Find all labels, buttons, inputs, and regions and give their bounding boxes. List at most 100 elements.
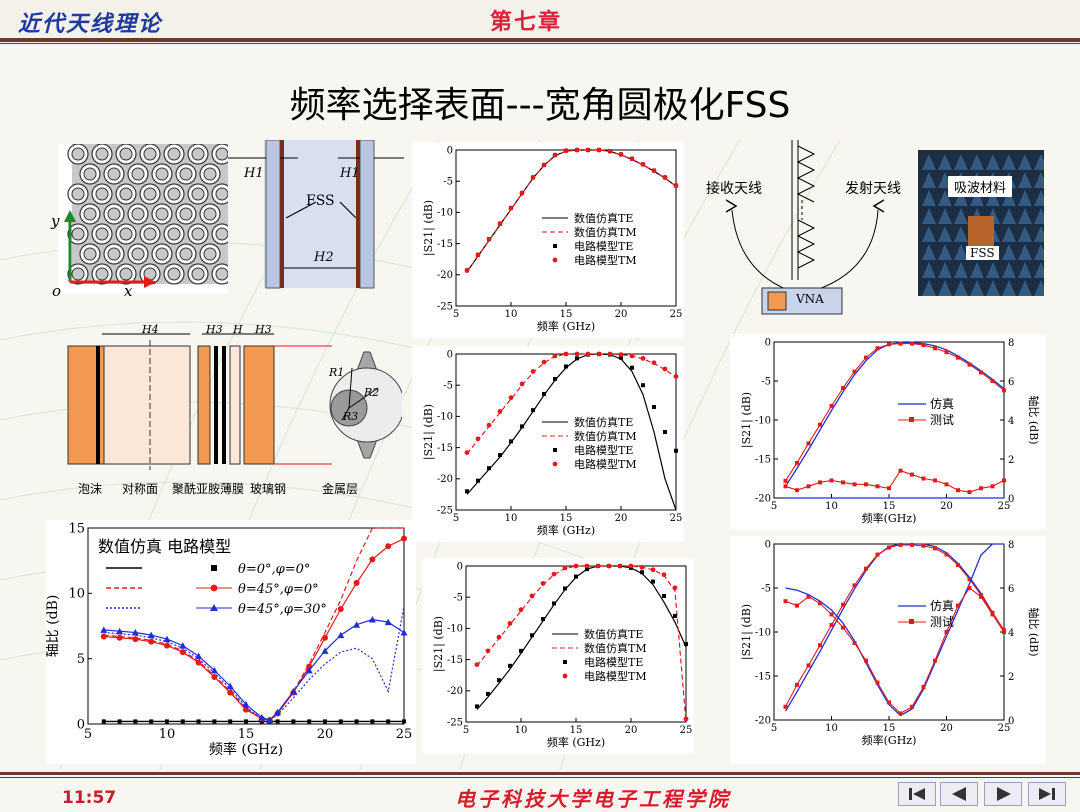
vna-label: VNA bbox=[796, 292, 824, 306]
data-point bbox=[921, 476, 926, 481]
h3b-label: H3 bbox=[255, 323, 272, 336]
data-point bbox=[967, 586, 972, 590]
absorber-cone bbox=[938, 280, 952, 296]
chart-measured-1: 5 10 15 20 25 0 -5 -10 -15 -20 频率(GHz) |S21| (dB) 0 2… bbox=[730, 334, 1046, 530]
x-axis-title: 频率 (GHz) bbox=[537, 319, 595, 333]
data-point bbox=[618, 352, 624, 358]
data-point bbox=[852, 482, 857, 487]
prev-slide-button[interactable] bbox=[940, 782, 978, 806]
legend-label: θ=0°,φ=0° bbox=[238, 562, 310, 577]
last-slide-button[interactable] bbox=[1028, 782, 1066, 806]
data-point bbox=[519, 381, 525, 387]
x-tick-label: 5 bbox=[453, 309, 459, 320]
x-tick-label: 25 bbox=[998, 723, 1011, 734]
data-point bbox=[497, 678, 501, 683]
series-0 bbox=[476, 565, 687, 710]
unit-ring-core bbox=[131, 247, 145, 261]
data-point bbox=[195, 659, 202, 666]
x-tick-label: 20 bbox=[615, 513, 628, 524]
data-point bbox=[595, 563, 601, 569]
y-tick-label: 15 bbox=[68, 521, 85, 536]
r2-label: R2 bbox=[364, 386, 380, 399]
unit-ring-core bbox=[143, 147, 157, 161]
data-point bbox=[683, 716, 689, 722]
unit-ring-core bbox=[95, 147, 109, 161]
plot-frame bbox=[455, 353, 677, 511]
y2-tick-label: 4 bbox=[1008, 416, 1014, 427]
data-point bbox=[585, 147, 591, 153]
y2-tick-label: 8 bbox=[1008, 338, 1014, 349]
data-point bbox=[401, 535, 407, 542]
fss-sample-label: FSS bbox=[966, 246, 999, 260]
data-point bbox=[179, 649, 186, 656]
absorber-pattern bbox=[922, 154, 1048, 296]
data-point bbox=[829, 622, 834, 627]
data-point bbox=[944, 630, 949, 634]
unit-ring-core bbox=[83, 247, 97, 261]
data-point bbox=[541, 359, 547, 365]
last-icon bbox=[1039, 788, 1055, 800]
data-point bbox=[180, 719, 185, 724]
data-point bbox=[933, 478, 937, 483]
r3-label: R3 bbox=[343, 410, 359, 423]
measurement-setup bbox=[725, 140, 885, 315]
school-name: 电子科技大学电子工程学院 bbox=[455, 787, 731, 811]
h4-label: H4 bbox=[142, 323, 159, 336]
legend-label: θ=45°,φ=30° bbox=[238, 602, 327, 617]
data-point bbox=[148, 638, 155, 645]
x-axis-title: 频率(GHz) bbox=[862, 733, 917, 747]
h5-label: H bbox=[233, 323, 243, 336]
y-tick-label: 0 bbox=[447, 145, 453, 156]
chart-s21-bottom-svg: 5 10 15 20 25 0 -5 -10 -15 -20 -25 频率 (GHz) |S21| (d… bbox=[432, 561, 692, 749]
legend-marker bbox=[211, 565, 217, 571]
data-point bbox=[541, 617, 545, 622]
unit-ring-core bbox=[143, 187, 157, 201]
next-slide-button[interactable] bbox=[984, 782, 1022, 806]
x-tick-label: 15 bbox=[238, 727, 255, 742]
data-point bbox=[498, 453, 502, 458]
data-point bbox=[956, 355, 960, 360]
y-tick-label: -15 bbox=[437, 443, 453, 454]
absorber-cone bbox=[1034, 280, 1048, 296]
y-axis-title: |S21| (dB) bbox=[422, 404, 436, 460]
data-point bbox=[606, 563, 612, 569]
data-point bbox=[979, 594, 983, 599]
y-tick-label: 10 bbox=[68, 587, 85, 602]
data-point bbox=[117, 719, 122, 724]
data-point bbox=[783, 484, 788, 489]
data-point bbox=[921, 543, 926, 548]
unit-ring-core bbox=[155, 167, 169, 181]
unit-ring-core bbox=[119, 187, 133, 201]
absorber-cone bbox=[1034, 172, 1048, 188]
first-icon bbox=[909, 788, 925, 800]
data-point bbox=[898, 341, 903, 346]
y-tick-label: -10 bbox=[437, 208, 453, 219]
data-point bbox=[806, 484, 811, 489]
data-point bbox=[195, 652, 203, 660]
data-point bbox=[673, 613, 677, 618]
absorber-cone bbox=[1034, 226, 1048, 242]
data-point bbox=[519, 190, 525, 196]
legend-swatch bbox=[552, 257, 558, 263]
data-point bbox=[806, 663, 811, 668]
data-point bbox=[818, 601, 822, 606]
y-tick-label: -5 bbox=[443, 177, 453, 188]
first-slide-button[interactable] bbox=[898, 782, 936, 806]
x-axis-title: 频率 (GHz) bbox=[209, 741, 283, 758]
data-point bbox=[979, 486, 983, 491]
absorber-cone bbox=[954, 226, 968, 242]
data-point bbox=[507, 621, 513, 626]
legend-label: 数值仿真TE bbox=[574, 415, 633, 429]
data-point bbox=[226, 682, 234, 690]
data-point bbox=[944, 552, 949, 557]
x-tick-label: 15 bbox=[570, 725, 583, 736]
meas-ar bbox=[783, 468, 1006, 495]
data-point bbox=[131, 629, 139, 636]
absorber-cone bbox=[1018, 262, 1032, 278]
data-point bbox=[607, 351, 613, 357]
data-point bbox=[663, 430, 667, 434]
absorber-cone bbox=[970, 280, 984, 296]
chart-s21-mid-svg: 5 10 15 20 25 0 -5 -10 -15 -20 -25 频率 (GHz) |S21| (d… bbox=[422, 349, 682, 537]
y-axis-label: y bbox=[51, 212, 60, 230]
data-point bbox=[553, 376, 557, 381]
